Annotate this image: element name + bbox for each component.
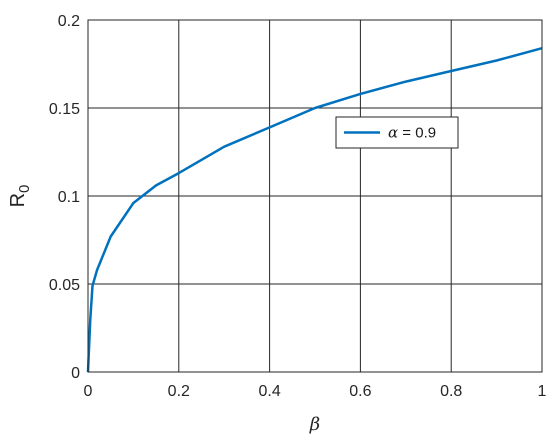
y-axis-ticks: 0 0.05 0.1 0.15 0.2 xyxy=(49,13,80,382)
series-line xyxy=(86,46,543,373)
x-axis-label: β xyxy=(309,414,320,435)
x-tick-label: 1 xyxy=(538,383,547,400)
y-tick-label: 0.1 xyxy=(58,189,80,206)
legend-value: = 0.9 xyxy=(398,125,436,142)
legend-symbol: α xyxy=(388,124,398,142)
x-tick-label: 0.6 xyxy=(349,383,371,400)
legend: α = 0.9 xyxy=(335,116,459,149)
y-tick-label: 0.15 xyxy=(49,101,80,118)
y-axis-label-main: R xyxy=(7,193,29,207)
y-tick-label: 0.2 xyxy=(58,13,80,30)
y-tick-label: 0.05 xyxy=(49,277,80,294)
y-tick-label: 0 xyxy=(71,365,80,382)
grid-lines xyxy=(87,19,543,373)
x-tick-label: 0.4 xyxy=(258,383,280,400)
axes-box xyxy=(87,19,543,373)
series-group xyxy=(86,46,543,373)
x-tick-label: 0.8 xyxy=(440,383,462,400)
x-tick-label: 0.2 xyxy=(168,383,190,400)
x-axis-ticks: 0 0.2 0.4 0.6 0.8 1 xyxy=(84,383,547,400)
svg-text:R0: R0 xyxy=(7,185,33,208)
legend-entry-label: α = 0.9 xyxy=(388,124,436,142)
y-axis-label: R0 xyxy=(7,185,33,208)
x-tick-label: 0 xyxy=(84,383,93,400)
y-axis-label-subscript: 0 xyxy=(16,185,33,193)
